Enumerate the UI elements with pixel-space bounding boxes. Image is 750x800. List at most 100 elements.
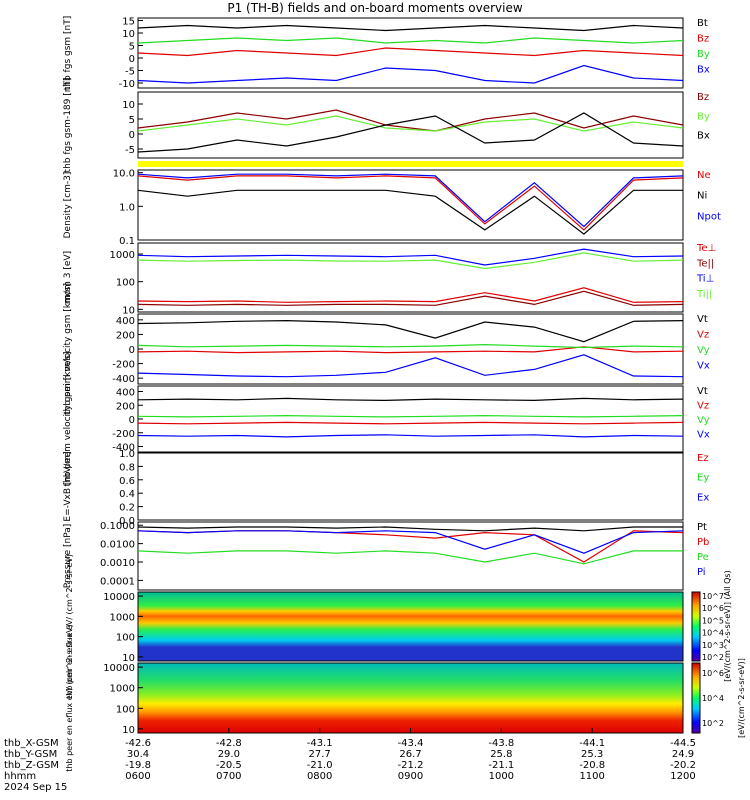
legend-label-peem: Vt (697, 386, 708, 397)
legend-label-fgs189: Bx (697, 131, 710, 142)
ephemeris-value: 0600 (125, 771, 150, 782)
ytick-label: 10 (122, 725, 135, 736)
ephemeris-value: -43.4 (398, 738, 424, 749)
legend-label-temp: Te|| (696, 258, 714, 269)
series-line-peem-1 (137, 421, 684, 425)
panel-frame-peem (137, 385, 684, 453)
series-line-peem-0 (137, 397, 684, 402)
colorbar-tick: 10^6 (702, 669, 724, 678)
ephemeris-value: 0700 (216, 771, 241, 782)
panel-frame-pressure (137, 521, 684, 591)
spectrogram-peir (138, 592, 683, 661)
legend-label-pressure: Pt (697, 522, 707, 533)
legend-label-peim: Vy (697, 345, 710, 356)
ephemeris-value: -43.1 (307, 738, 333, 749)
legend-label-peim: Vx (697, 361, 710, 372)
colorbar-tick: 10^5 (702, 616, 724, 625)
ytick-label: 5 (129, 42, 135, 53)
ephemeris-value: 27.7 (309, 749, 331, 760)
panel-ylabel-pressure: Pressure [nPa] (63, 524, 73, 589)
panel-frame-density (137, 169, 684, 241)
legend-label-fgs: Bz (697, 34, 709, 45)
series-line-fgs-3 (137, 64, 684, 84)
legend-label-temp: Ti⊥ (696, 274, 714, 285)
ephemeris-value: 1200 (670, 771, 695, 782)
panel-ylabel-temp: mom 3 [eV] (63, 251, 73, 304)
ytick-label: 10 (122, 29, 135, 40)
ephemeris-value: -20.8 (579, 760, 605, 771)
ephemeris-value: -21.2 (398, 760, 424, 771)
panel-ylabel-efield: E=-VxB [mV/m] (63, 451, 73, 521)
ytick-label: -5 (125, 67, 135, 78)
ytick-label: 1.0 (119, 449, 135, 460)
ytick-label: 400 (116, 316, 135, 327)
series-line-temp-3 (137, 252, 684, 270)
series-line-fgs189-1 (137, 115, 684, 132)
legend-label-pressure: Pi (697, 567, 706, 578)
ephemeris-row-label: thb_Y-GSM (4, 749, 57, 760)
legend-label-efield: Ez (697, 453, 709, 464)
legend-label-peim: Vt (697, 314, 708, 325)
ephemeris-value: -43.8 (488, 738, 514, 749)
ytick-label: 10 (122, 653, 135, 664)
ytick-label: -400 (112, 374, 135, 385)
panel-ylabel-fgs: thb fgs gsm [nT] (63, 16, 73, 91)
ytick-label: 200 (116, 401, 135, 412)
series-line-peim-0 (137, 319, 684, 343)
series-line-fgs189-2 (137, 112, 684, 153)
ephemeris-value: 26.7 (399, 749, 421, 760)
ytick-label: 5 (129, 115, 135, 126)
series-line-density-1 (137, 189, 683, 235)
series-line-pressure-0 (137, 526, 683, 532)
ytick-label: 0 (129, 54, 135, 65)
ytick-label: 10 (122, 305, 135, 316)
ytick-label: 100 (116, 278, 135, 289)
panel-frame-fgs189 (137, 91, 684, 159)
ytick-label: 0.0 (119, 516, 135, 527)
series-line-pressure-3 (137, 530, 684, 554)
series-line-fgs189-0 (137, 109, 684, 132)
ytick-label: 0.4 (119, 489, 135, 500)
legend-label-pressure: Pb (697, 537, 709, 548)
ytick-label: 0.1000 (100, 521, 135, 532)
ephemeris-value: -20.2 (670, 760, 696, 771)
ephemeris-value: -44.5 (670, 738, 696, 749)
ephemeris-value: -21.0 (307, 760, 333, 771)
ephemeris-value: -42.6 (125, 738, 151, 749)
ephemeris-value: 29.0 (218, 749, 240, 760)
ephemeris-value: -20.5 (216, 760, 242, 771)
colorbar-tick: 10^7 (702, 592, 724, 601)
series-line-peim-1 (137, 346, 684, 354)
ytick-label: 0.8 (119, 462, 135, 473)
panel-frame-efield (137, 452, 684, 521)
colorbar-label-ions: [eV/(cm^2-s-sr-eV)] (All Qs) (723, 570, 732, 681)
ytick-label: 1000 (110, 612, 135, 623)
colorbar-tick: 10^3 (702, 641, 724, 650)
series-line-fgs-0 (137, 24, 684, 32)
series-line-density-0 (137, 175, 684, 231)
series-line-pressure-2 (137, 550, 683, 565)
series-line-peim-2 (137, 343, 684, 349)
ytick-label: 1000 (110, 684, 135, 695)
ephemeris-value: 30.4 (127, 749, 149, 760)
ytick-label: 0 (129, 345, 135, 356)
ytick-label: 10000 (103, 592, 135, 603)
panel-ylabel-density: Density [cm-3] (63, 172, 73, 239)
ytick-label: -400 (112, 443, 135, 454)
ytick-label: -5 (125, 145, 135, 156)
ytick-label: 1.0 (119, 202, 135, 213)
ytick-label: 200 (116, 330, 135, 341)
ephemeris-value: 24.9 (672, 749, 694, 760)
legend-label-fgs: By (697, 49, 710, 60)
colorbar-label-electrons: [eV/(cm^2-s-sr-eV)] (737, 658, 746, 738)
ephemeris-value: 0900 (398, 771, 423, 782)
series-line-fgs-1 (137, 47, 684, 57)
ytick-label: 0.2 (119, 503, 135, 514)
ytick-label: 10 (122, 100, 135, 111)
panel-frame-temp (137, 242, 684, 313)
legend-label-fgs: Bt (697, 18, 708, 29)
colorbar-ions (691, 591, 701, 662)
ytick-label: 0.6 (119, 476, 135, 487)
legend-label-peem: Vz (697, 401, 709, 412)
ephemeris-value: 25.8 (490, 749, 512, 760)
